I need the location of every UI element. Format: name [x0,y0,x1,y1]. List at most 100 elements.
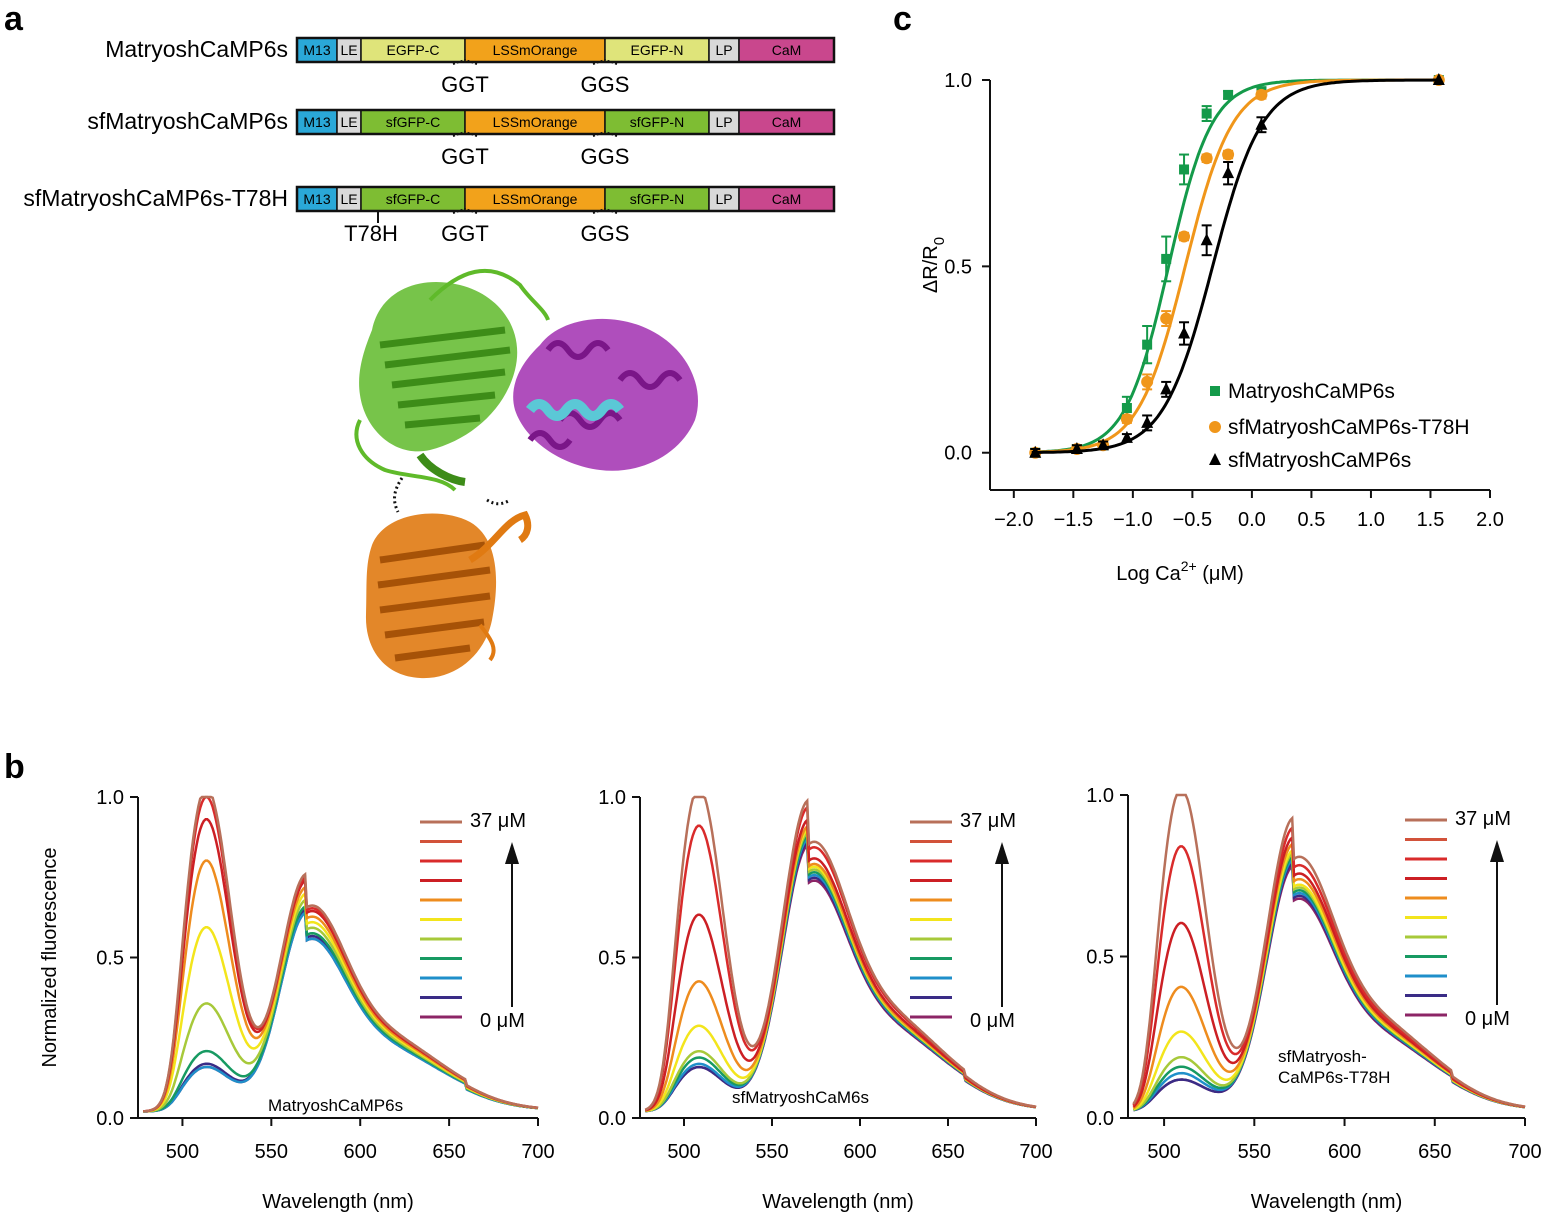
domain-label: M13 [303,114,330,130]
domain-label: sfGFP-C [386,191,440,207]
linker-label: GGT [441,221,489,246]
x-tick-label: 500 [166,1141,199,1163]
legend-top-label: 37 μM [470,810,526,832]
concentration-arrow-head [1490,840,1504,862]
data-point [1160,312,1173,325]
x-tick-label: 500 [1147,1141,1180,1163]
chart-calcium-titration: −2.0 −1.5 −1.0 −0.5 0.0 0.5 1.0 1.5 2.0 0.0 0.5 1.0… [920,70,1504,585]
x-tick-label: 600 [843,1141,876,1163]
data-point [1223,89,1234,100]
spectrum-curve [143,904,539,1113]
x-tick-label: 0.0 [1238,509,1266,531]
construct-name: MatryoshCaMP6s [105,36,288,62]
y-axis-title-main: ΔR/R [920,245,942,293]
spectrum-curve [143,891,539,1113]
domain-label: EGFP-C [387,42,440,58]
m13-helix [526,399,624,421]
data-point [1097,438,1110,451]
data-point [1160,382,1173,395]
panel-label-c: c [893,0,912,38]
legend-marker [1210,386,1220,396]
x-tick-label: 1.0 [1357,509,1385,531]
domain-box [464,109,606,135]
concentration-arrow-head [995,842,1009,864]
domain-label: LSSmOrange [493,114,578,130]
y-tick-label: 0.5 [96,948,124,970]
x-tick-label: 550 [755,1141,788,1163]
data-point [1200,233,1213,246]
domain-label: LP [715,191,732,207]
linker-dots [393,477,511,513]
domain-label: sfGFP-C [386,114,440,130]
linker-label: GGT [441,144,489,169]
domain-label: CaM [772,114,802,130]
x-tick-label: 650 [1418,1141,1451,1163]
y-axis-title-sub: 0 [931,237,948,245]
x-axis-title: Wavelength (nm) [262,1191,414,1213]
sfgfp-barrel [354,268,550,492]
y-tick-label: 1.0 [598,787,626,809]
y-tick-label: 0.0 [96,1108,124,1130]
spectrum-curve [143,907,539,1113]
spectrum-curve [1132,834,1526,1109]
x-axis-title: Wavelength (nm) [1251,1191,1403,1213]
x-tick-label: 600 [344,1141,377,1163]
y-tick-label: 1.0 [96,787,124,809]
x-axis-title-unit: (μM) [1197,563,1244,585]
legend-bottom-label: 0 μM [480,1010,525,1032]
spectrum-curve [645,830,1037,1113]
legend-top-label: 37 μM [1455,808,1511,830]
inset-label: CaMP6s-T78H [1278,1068,1390,1087]
data-point [1255,88,1268,101]
x-tick-label: 700 [1508,1141,1541,1163]
x-axis-title: Log Ca2+ (μM) [1116,558,1244,585]
x-tick-label: 0.5 [1298,509,1326,531]
legend-label: sfMatryoshCaMP6s-T78H [1228,416,1470,439]
y-tick-label: 0.5 [598,948,626,970]
x-axis-title-sup: 2+ [1181,558,1197,574]
domain-label: M13 [303,191,330,207]
data-point [1141,415,1154,428]
data-point [1141,375,1154,388]
construct-outline [295,185,836,213]
data-point [1255,117,1268,130]
x-tick-label: 650 [432,1141,465,1163]
data-point [1200,152,1213,165]
construct-name: sfMatryoshCaMP6s [87,108,288,134]
y-tick-label: 0.0 [598,1108,626,1130]
x-tick-label: 1.5 [1417,509,1445,531]
x-tick-label: −2.0 [994,509,1033,531]
y-tick-label: 1.0 [1086,785,1114,807]
linker-label: GGS [581,221,630,246]
data-point [1178,230,1191,243]
protein-structure-illustration [354,268,698,679]
x-tick-label: 600 [1328,1141,1361,1163]
x-tick-label: 500 [667,1141,700,1163]
concentration-arrow-head [505,842,519,864]
construct-outline [295,108,836,136]
domain-label: sfGFP-N [630,114,684,130]
legend-marker [1209,453,1221,465]
domain-box [336,109,362,135]
legend-top-label: 37 μM [960,810,1016,832]
chart-spectra-sfmatryoshcamp6s: 500 550 600 650 700 0.0 0.5 1.0 Wavelength (nm) s… [598,787,1053,1213]
x-tick-label: 2.0 [1476,509,1504,531]
spectrum-curve [1132,793,1526,1108]
construct-outline [295,36,836,64]
x-tick-label: 550 [255,1141,288,1163]
data-point [1222,166,1235,179]
domain-label: LE [340,42,357,58]
domain-label: LE [340,114,357,130]
y-axis-title: ΔR/R0 [920,237,948,293]
domain-label: LE [340,191,357,207]
mutation-label: T78H [344,221,398,246]
inset-label: MatryoshCaMP6s [268,1096,403,1115]
domain-label: CaM [772,191,802,207]
x-tick-label: −0.5 [1173,509,1212,531]
legend-label: MatryoshCaMP6s [1228,380,1395,403]
linker-label: GGT [441,72,489,97]
y-axis-title: Normalized fluorescence [39,847,61,1067]
legend-bottom-label: 0 μM [970,1010,1015,1032]
construct-name: sfMatryoshCaMP6s-T78H [23,185,288,211]
